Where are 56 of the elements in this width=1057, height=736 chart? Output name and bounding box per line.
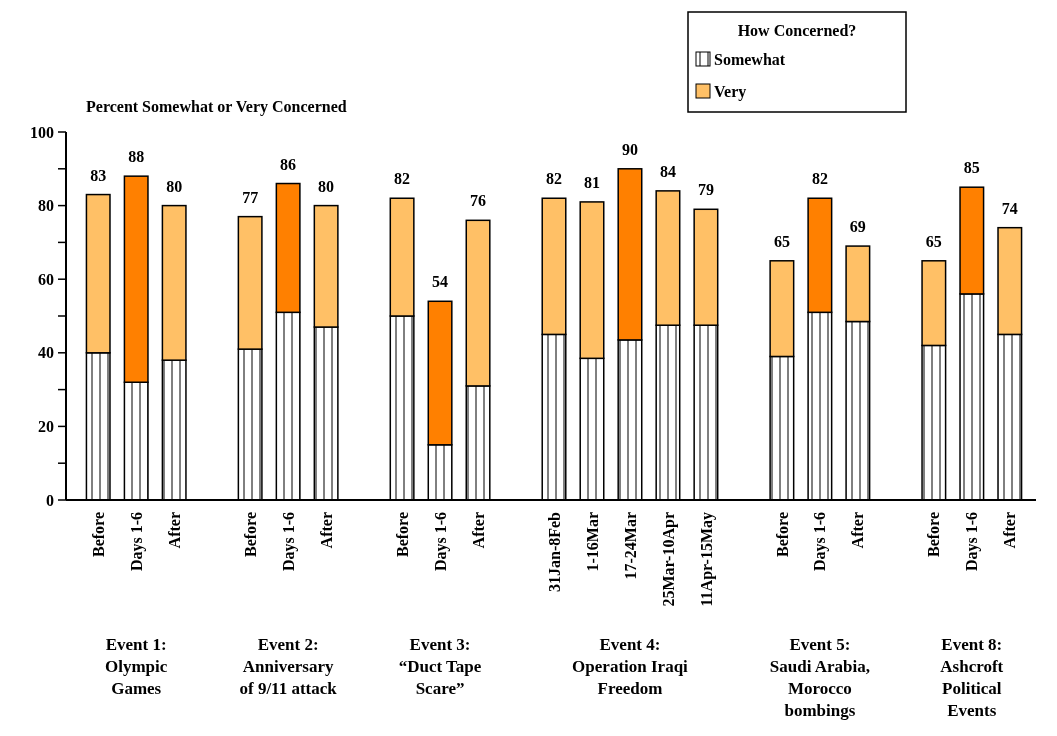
legend-title: How Concerned?	[737, 22, 857, 39]
total-label: 82	[811, 170, 828, 188]
y-tick-label: 60	[38, 270, 54, 288]
total-label: 74	[1001, 199, 1018, 217]
x-tick-label: Before	[393, 512, 411, 558]
y-tick-label: 40	[38, 344, 54, 362]
legend-label: Somewhat	[714, 50, 786, 68]
text: Event 3: “Duct Tape Scare”	[398, 635, 482, 698]
total-label: 81	[583, 173, 600, 191]
total-label: 82	[546, 170, 562, 188]
total-label: 84	[659, 162, 676, 180]
x-tick-label: Days 1-6	[963, 512, 982, 572]
x-tick-label: Days 1-6	[279, 512, 298, 572]
total-label: 79	[697, 181, 714, 199]
y-axis-title: Percent Somewhat or Very Concerned	[86, 98, 347, 116]
total-label: 69	[849, 218, 866, 236]
y-tick-label: 100	[30, 123, 54, 141]
x-tick-label: Before	[925, 512, 943, 558]
x-tick-label: After	[165, 512, 183, 549]
text: Event 1: Olympic Games	[105, 635, 168, 698]
total-label: 65	[925, 232, 942, 250]
total-label: 76	[470, 192, 487, 210]
total-label: 83	[90, 166, 107, 184]
x-tick-label: Before	[241, 512, 259, 558]
text: Event 2: Anniversary of 9/11 attack	[239, 635, 338, 698]
x-tick-label: Before	[89, 512, 107, 558]
total-label: 80	[166, 177, 183, 195]
x-tick-label: After	[469, 512, 487, 549]
x-tick-label: 25Mar-10Apr	[659, 512, 678, 607]
x-tick-label: 11Apr-15May	[697, 512, 716, 607]
x-tick-label: Days 1-6	[811, 512, 830, 572]
total-label: 90	[621, 140, 638, 158]
y-tick-label: 80	[38, 197, 54, 215]
legend-label: Very	[714, 82, 747, 101]
y-tick-label: 20	[38, 418, 54, 435]
total-label: 77	[242, 188, 259, 206]
x-tick-label: Days 1-6	[431, 512, 450, 572]
total-label: 54	[432, 273, 449, 291]
text: Event 8: Ashcroft Political Events	[940, 635, 1004, 720]
text: Event 4: Operation Iraqi Freedom	[572, 635, 689, 698]
x-tick-label: After	[849, 512, 867, 549]
x-tick-label: 1-16Mar	[583, 512, 601, 572]
x-tick-label: Days 1-6	[127, 512, 146, 572]
x-tick-label: After	[317, 512, 335, 549]
total-label: 88	[128, 148, 145, 166]
x-tick-label: Before	[773, 512, 791, 558]
x-tick-label: 17-24Mar	[621, 512, 639, 580]
total-label: 82	[394, 170, 411, 188]
total-label: 85	[963, 159, 980, 177]
total-label: 86	[280, 155, 297, 173]
x-tick-label: 31Jan-8Feb	[545, 511, 563, 592]
total-label: 65	[773, 232, 790, 250]
text: Event 5: Saudi Arabia, Morocco bombings	[769, 635, 870, 720]
y-tick-label: 0	[46, 491, 54, 509]
total-label: 80	[318, 177, 335, 195]
x-tick-label: After	[1001, 512, 1019, 549]
